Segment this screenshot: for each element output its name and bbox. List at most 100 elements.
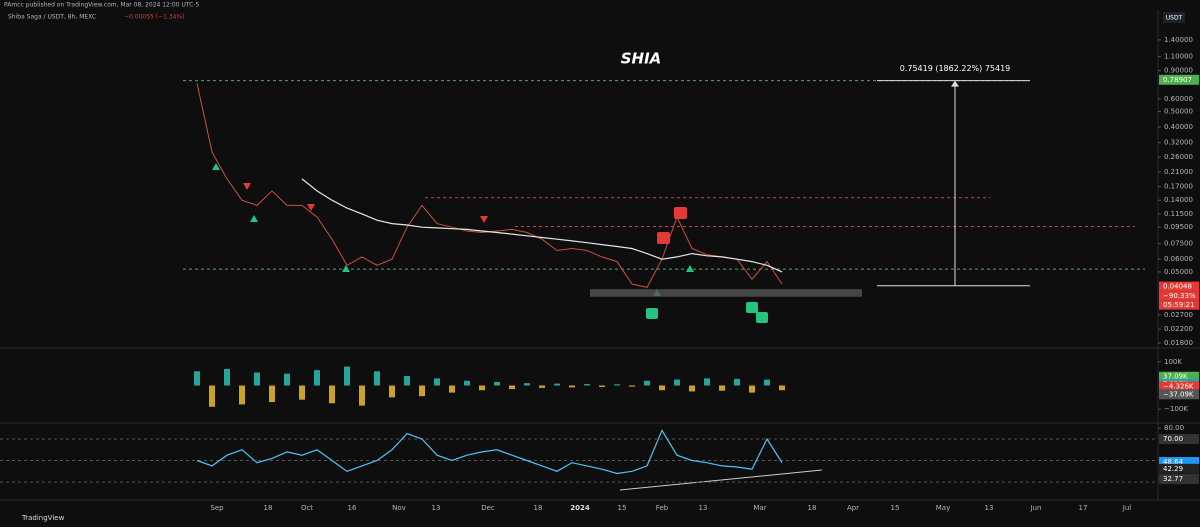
y-tick-label: 0.60000 <box>1164 95 1193 103</box>
price-tag <box>1159 389 1199 400</box>
osc-bar <box>209 385 215 407</box>
price-tag <box>1159 434 1199 444</box>
signal-down <box>307 204 315 211</box>
osc-bar <box>329 385 335 404</box>
osc-bar <box>599 385 605 387</box>
y-tick-label: 0.05000 <box>1164 268 1193 276</box>
osc-bar <box>494 381 500 386</box>
osc-bar <box>659 385 665 391</box>
y-tick-label: 0.07500 <box>1164 240 1193 248</box>
y-tick-label: 0.06000 <box>1164 255 1193 263</box>
osc-bar <box>674 379 680 386</box>
osc-bar <box>464 380 470 386</box>
x-tick-label: 13 <box>432 504 441 512</box>
x-tick-label: 18 <box>534 504 543 512</box>
osc-bar <box>254 372 260 386</box>
price-tag-label: −37.09K <box>1163 390 1194 398</box>
footer-brand: TradingView <box>21 514 65 522</box>
buy-icon <box>646 308 658 319</box>
osc-bar <box>779 385 785 391</box>
change: −0.00055 (−1.34%) <box>124 14 185 21</box>
osc-bar <box>689 385 695 392</box>
x-tick-label: 15 <box>891 504 900 512</box>
x-tick-label: Oct <box>301 504 313 512</box>
trendline <box>619 469 823 491</box>
price-tag-label: 37.09K <box>1163 373 1188 381</box>
y-tick-label: 1.10000 <box>1164 53 1193 61</box>
osc-bar <box>554 383 560 386</box>
signal-down <box>243 183 251 190</box>
x-tick-label: Feb <box>656 504 669 512</box>
x-tick-label: Dec <box>481 504 495 512</box>
y-tick-label: 0.02200 <box>1164 325 1193 333</box>
osc-bar <box>524 383 530 386</box>
x-tick-label: Apr <box>847 504 859 512</box>
osc-bar <box>389 385 395 398</box>
osc-bar <box>434 378 440 386</box>
price-tag <box>1159 281 1199 292</box>
x-tick-label: 16 <box>348 504 357 512</box>
osc-bar <box>719 385 725 391</box>
x-tick-label: 18 <box>264 504 273 512</box>
osc-bar <box>374 371 380 386</box>
osc-bar <box>539 385 545 388</box>
sell-icon <box>657 232 670 244</box>
y-tick-label: 0.50000 <box>1164 108 1193 116</box>
y-tick-label: 0.21000 <box>1164 168 1193 176</box>
y-tick-label: 0.11500 <box>1164 210 1193 218</box>
x-tick-label: Jul <box>1122 504 1132 512</box>
x-tick-label: 18 <box>808 504 817 512</box>
x-tick-label: Nov <box>392 504 406 512</box>
x-tick-label: Sep <box>210 504 224 512</box>
signal-up <box>250 215 258 222</box>
osc-bar <box>344 366 350 386</box>
currency: USDT <box>1166 15 1183 22</box>
price-tag-line: 05:59:21 <box>1163 301 1194 309</box>
osc-bar <box>584 384 590 386</box>
x-tick-label: May <box>936 504 950 512</box>
currency-box <box>1163 12 1185 23</box>
publisher: PAmcc published on TradingView.com, Mar … <box>4 2 200 9</box>
osc-bar <box>629 385 635 387</box>
x-tick-label: 13 <box>985 504 994 512</box>
y-tick-label: −100K <box>1164 405 1188 413</box>
price-tag-extra <box>1159 291 1199 301</box>
chart-title: SHIA <box>621 50 662 68</box>
rsi-line <box>196 429 783 475</box>
support-zone <box>590 289 862 297</box>
osc-bar <box>569 385 575 388</box>
price-tag-label: 70.00 <box>1163 435 1183 443</box>
moving-average <box>301 178 783 273</box>
y-tick-label: 0.40000 <box>1164 123 1193 131</box>
osc-bar <box>764 379 770 386</box>
y-tick-label: 0.14000 <box>1164 196 1193 204</box>
y-tick-label: 80.00 <box>1164 424 1184 432</box>
price-tag <box>1159 74 1199 85</box>
measure-label: 0.75419 (1862.22%) 75419 <box>900 64 1011 73</box>
osc-bar <box>419 385 425 397</box>
osc-bar <box>509 385 515 390</box>
osc-bar <box>614 384 620 386</box>
y-tick-label: 0.26000 <box>1164 153 1193 161</box>
price-tag-label: 0.78907 <box>1163 76 1192 84</box>
osc-bar <box>449 385 455 393</box>
x-tick-label: 17 <box>1079 504 1088 512</box>
signal-up <box>342 265 350 272</box>
x-tick-label: 13 <box>699 504 708 512</box>
price-tag <box>1159 457 1199 468</box>
y-tick-label: 0.32000 <box>1164 139 1193 147</box>
buy-icon <box>756 312 768 323</box>
osc-bar <box>269 385 275 403</box>
price-tag-label: 42.29 <box>1163 465 1183 473</box>
osc-bar <box>644 380 650 386</box>
x-tick-label: Mar <box>753 504 766 512</box>
price-tag <box>1159 371 1199 382</box>
y-tick-label: 0.02700 <box>1164 311 1193 319</box>
osc-bar <box>299 385 305 400</box>
y-tick-label: 0.90000 <box>1164 67 1193 75</box>
osc-bar <box>194 371 200 386</box>
symbol: Shiba Saga / USDT, 8h, MEXC <box>8 14 96 21</box>
buy-icon <box>746 302 758 313</box>
